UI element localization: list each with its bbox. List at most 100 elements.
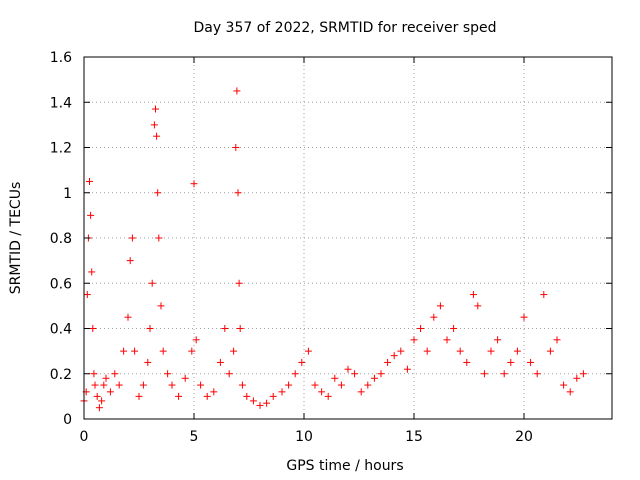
data-point [233,87,241,95]
data-point [540,291,548,299]
data-point [221,325,229,332]
data-point [357,388,365,396]
data-point [573,374,581,382]
data-point [102,374,110,382]
data-point [236,325,244,332]
chart-title: Day 357 of 2022, SRMTID for receiver spe… [193,20,496,36]
y-tick-label: 0.8 [50,231,72,247]
data-point [546,347,554,355]
data-point [566,388,574,396]
data-point [331,374,339,382]
data-point [148,279,156,287]
data-point [456,347,464,355]
data-point [450,325,458,332]
data-point [210,388,218,396]
data-point [533,370,541,378]
data-point [126,257,134,265]
y-tick-label: 1.6 [50,50,72,66]
x-tick-label: 0 [80,429,89,445]
data-point [249,397,257,405]
data-point [139,381,147,389]
data-point [164,370,172,378]
data-point [234,189,242,197]
x-tick-labels: 0 5 10 15 20 [80,429,533,445]
data-point [98,397,106,405]
data-point [181,374,189,382]
data-point [152,105,159,113]
data-point [579,370,587,378]
x-tick-label: 15 [405,429,423,445]
data-point [553,336,561,344]
y-tick-labels: 0 0.2 0.4 0.6 0.8 1 1.2 1.4 1.6 [50,50,72,428]
data-point [155,234,163,242]
data-point [89,325,97,332]
data-point [203,392,211,400]
y-tick-label: 0.6 [50,276,72,292]
data-point [131,347,139,355]
data-point [168,381,176,389]
data-point [83,291,91,299]
data-point [423,347,431,355]
x-axis-label: GPS time / hours [286,458,403,474]
y-tick-label: 0 [63,412,72,428]
data-point [111,370,119,378]
data-point [197,381,205,389]
data-point [474,302,482,310]
data-point [100,381,108,389]
data-point [263,399,271,407]
data-point [304,347,312,355]
data-point [91,381,99,389]
data-point [560,381,568,389]
data-point [256,401,264,409]
data-point [337,381,345,389]
data-point [494,336,502,344]
data-point [232,144,240,151]
data-point [230,347,238,355]
data-point [190,180,198,188]
data-point [154,189,162,197]
data-point [487,347,495,355]
y-tick-label: 1.4 [50,95,72,111]
data-point [469,291,477,299]
data-point [364,381,372,389]
data-point [430,313,438,321]
data-point [128,234,136,242]
data-point [120,347,128,355]
data-point [311,381,319,389]
data-point [115,381,123,389]
data-point [318,388,326,396]
data-point [235,279,243,287]
data-point [225,370,233,378]
data-point [157,302,165,310]
data-point [192,336,200,344]
ticks [83,56,612,420]
data-point [88,268,96,276]
data-point [397,347,405,355]
data-point [403,365,411,373]
data-point [86,177,93,185]
data-point [410,336,418,344]
data-point [298,358,306,366]
data-point [344,365,352,373]
data-point [370,374,378,382]
data-point [87,211,95,219]
data-point [95,404,103,412]
data-point [377,370,385,378]
data-point [146,325,154,332]
y-tick-label: 1 [63,186,72,202]
y-tick-label: 0.2 [50,367,72,383]
x-tick-label: 5 [190,429,199,445]
data-point [520,313,528,321]
data-point [291,370,299,378]
data-point [243,392,251,400]
data-point [135,392,143,400]
data-point [216,358,224,366]
data-point [417,325,425,332]
data-points [80,87,587,412]
data-point [507,358,515,366]
data-point [324,392,332,400]
data-point [124,313,132,321]
x-tick-label: 20 [515,429,533,445]
y-tick-label: 0.4 [50,322,72,338]
